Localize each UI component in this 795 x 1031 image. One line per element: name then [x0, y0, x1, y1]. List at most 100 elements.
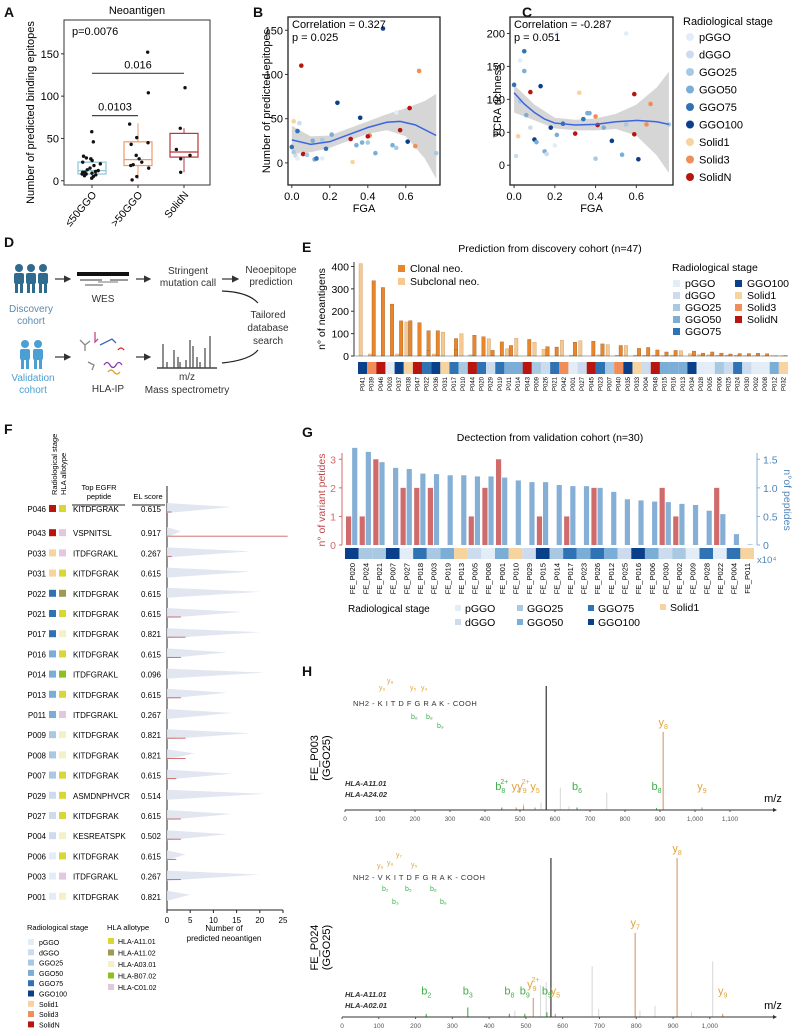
ion-label: y4 — [511, 781, 521, 795]
row-hla-swatch — [59, 569, 66, 577]
legend-label: Solid3 — [699, 155, 730, 167]
row-patient-id: P017 — [27, 630, 46, 639]
neoantigen-distribution — [167, 503, 232, 513]
bar-peptides — [556, 485, 562, 545]
ion-label: b8 — [651, 781, 661, 795]
bar-variant-peptides — [714, 487, 720, 545]
chart-title: Dectection from validation cohort (n=30) — [457, 432, 643, 444]
bar-peptides — [502, 477, 508, 545]
x-tick-label: FE_P007 — [389, 563, 398, 594]
stage-cell — [576, 548, 591, 559]
row-patient-id: P009 — [27, 731, 46, 740]
row-patient-id: P022 — [27, 590, 46, 599]
row-peptide: KITDFGRAK — [73, 772, 119, 781]
ion-label: b3 — [463, 985, 473, 999]
data-point — [92, 163, 96, 168]
data-point — [365, 134, 371, 139]
data-point — [521, 48, 527, 54]
x-tick-label: 1,000 — [687, 816, 704, 823]
row-stage-swatch — [49, 529, 56, 537]
data-point — [405, 139, 411, 144]
row-hla-swatch — [59, 549, 66, 557]
legend-label: GGO100 — [598, 617, 640, 629]
panel-f-table: Radiological stage HLA allotype Top EGFRpe… — [27, 434, 288, 1030]
row-hla-swatch — [59, 771, 66, 779]
mass-spectrum-icon — [157, 336, 217, 369]
mz-label: m/z — [179, 372, 195, 383]
data-point — [623, 122, 629, 127]
row-peptide: KITDFGRAK — [73, 751, 119, 760]
row-peptide: KITDFGRAK — [73, 590, 119, 599]
row-peptide: ITDFGRAKL — [73, 711, 118, 720]
x-tick-label: FE_P012 — [607, 563, 616, 594]
x-tick-label: 700 — [594, 1023, 605, 1030]
x-tick-label: P035 — [626, 376, 632, 391]
x-tick-label: 0.2 — [322, 191, 337, 203]
ion-index: 6 — [578, 788, 582, 795]
stage-cell — [595, 362, 606, 374]
ion-index: 8 — [678, 850, 682, 857]
stage-cell — [449, 362, 459, 374]
legend-label: GGO50 — [699, 85, 737, 97]
bar-subclonal — [459, 333, 464, 357]
legend-label: GGO50 — [527, 617, 563, 629]
x-tick-label: P015 — [662, 376, 668, 391]
legend-swatch — [517, 619, 523, 625]
data-point — [137, 157, 141, 161]
b-ion-annot: b₈ — [426, 714, 433, 721]
neoantigen-distribution — [167, 648, 228, 659]
x-tick-label: P038 — [406, 376, 412, 391]
bar-peptides — [679, 503, 685, 545]
x-tick-label: FE_P011 — [743, 563, 752, 594]
stage-cell — [358, 362, 368, 374]
data-point — [335, 100, 340, 106]
row-hla-swatch — [59, 529, 66, 537]
data-point — [517, 58, 523, 63]
stage-cell — [431, 362, 441, 374]
wes-label: WES — [92, 294, 115, 305]
ion-index: 9 — [723, 992, 727, 999]
stage-cell — [495, 362, 505, 374]
data-point — [576, 90, 582, 96]
row-stage-swatch — [49, 670, 56, 678]
legend-label: dGGO — [685, 290, 715, 302]
x-tick-label: FE_P028 — [702, 563, 711, 594]
bar-peptides — [570, 486, 576, 545]
data-point — [90, 176, 94, 180]
legend-label: GGO75 — [39, 981, 63, 988]
x-tick-label: P024 — [736, 376, 742, 391]
row-el-score: 0.821 — [141, 731, 162, 740]
legend-swatch — [517, 605, 523, 611]
row-patient-id: P008 — [27, 751, 46, 760]
x-tick-label: 25 — [279, 916, 288, 925]
ion-label: b82+ — [495, 779, 508, 795]
ion-label: b9 — [520, 985, 530, 999]
ion-label: y9 — [718, 985, 728, 999]
chart-title: Prediction from discovery cohort (n=47) — [458, 243, 642, 255]
bar-peptides — [420, 473, 426, 545]
legend-label: GGO100 — [39, 992, 67, 999]
bar-variant-peptides — [414, 487, 420, 545]
x-tick-label: P005 — [708, 376, 714, 391]
y-tick-label: 50 — [47, 133, 59, 145]
validation-cohort-label-2: cohort — [19, 385, 47, 396]
stage-cell — [476, 362, 487, 374]
x-tick-label: P029 — [489, 376, 495, 391]
stage-cell — [504, 362, 514, 374]
neoantigen-distribution — [167, 668, 265, 679]
ion-index: 5 — [536, 788, 540, 795]
x-tick-label: FE_P008 — [484, 563, 493, 594]
stage-cell — [372, 548, 386, 559]
discovery-cohort-icon — [14, 264, 48, 293]
row-patient-id: P029 — [27, 792, 46, 801]
legend-swatch — [28, 1000, 34, 1007]
bar-peptides — [474, 476, 481, 545]
stage-cell — [669, 362, 679, 374]
data-point — [81, 154, 86, 158]
data-point — [390, 142, 395, 148]
x-tick-label: P027 — [580, 376, 586, 391]
row-el-score: 0.615 — [141, 852, 162, 861]
row-stage-swatch — [49, 589, 56, 597]
x-tick-label: P031 — [443, 376, 449, 391]
